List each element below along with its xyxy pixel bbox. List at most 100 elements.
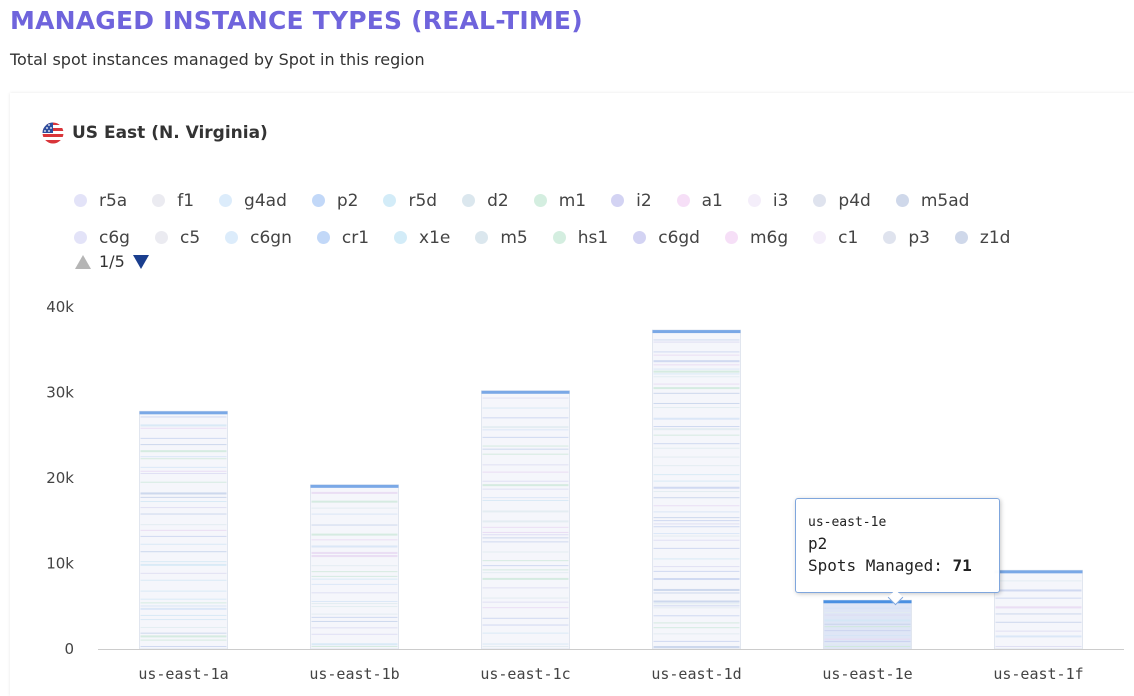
bar-segment-line: [653, 417, 740, 420]
bar-segment-line: [653, 360, 740, 363]
bar-segment-line: [482, 632, 569, 634]
bar-segment-line: [482, 624, 569, 626]
legend-row: c6g c5 c6gn cr1 x1e m5 hs1 c6gd m6g c1 p3 z1d: [74, 219, 1124, 256]
bar-segment-line: [482, 448, 569, 450]
legend-label: i2: [636, 190, 652, 211]
legend-swatch: [747, 194, 761, 207]
bar-segment-line: [824, 623, 911, 625]
bar-segment-line: [653, 640, 740, 642]
bar-segment-line: [653, 368, 740, 370]
legend-item-z1d[interactable]: z1d: [954, 227, 1011, 248]
bar-segment-line: [653, 354, 740, 356]
bar-segment-line: [140, 437, 227, 439]
legend-item-m1[interactable]: m1: [533, 191, 586, 211]
bar-segment-line: [140, 535, 227, 537]
bar-segment-line: [311, 533, 398, 536]
bar-segment-line: [482, 407, 569, 409]
legend-item-i2[interactable]: i2: [611, 191, 652, 211]
legend-item-m6g[interactable]: m6g: [724, 227, 789, 248]
bar-segment-line: [653, 605, 740, 607]
legend-item-c6g[interactable]: c6g: [74, 228, 130, 248]
legend-item-i3[interactable]: i3: [747, 191, 788, 211]
legend-item-f1[interactable]: f1: [152, 191, 194, 211]
legend-item-r5a[interactable]: r5a: [74, 191, 127, 211]
bar-segment-line: [653, 578, 740, 581]
bar-segment-line: [140, 543, 227, 545]
legend-label: m6g: [749, 227, 789, 248]
legend-item-c1[interactable]: c1: [813, 228, 858, 248]
bar-segment-line: [311, 613, 398, 615]
legend-label: f1: [177, 190, 195, 211]
legend-label: c6gd: [658, 227, 700, 248]
bar-segment-line: [653, 447, 740, 449]
legend-label: c6g: [99, 227, 130, 248]
bar-segment-line: [311, 524, 398, 526]
highlighted-segment[interactable]: [823, 600, 912, 604]
legend-row: r5a f1 g4ad p2 r5d d2 m1 i2 a1 i3 p4d m5ad: [74, 182, 1124, 219]
legend-item-cr1[interactable]: cr1: [316, 228, 369, 248]
legend-pager: 1/5: [74, 252, 150, 271]
bar-segment-line: [653, 341, 740, 343]
bar-us-east-1b[interactable]: [310, 484, 399, 650]
x-tick-label: us-east-1a: [138, 665, 228, 683]
bar-segment-line: [482, 464, 569, 466]
bar-segment-line: [653, 600, 740, 603]
x-tick-label: us-east-1f: [993, 665, 1083, 683]
bar-segment-line: [824, 626, 911, 628]
legend-label: c1: [838, 227, 859, 248]
bar-segment-line: [482, 417, 569, 419]
x-tick-label: us-east-1b: [309, 665, 399, 683]
x-tick-label: us-east-1c: [480, 665, 570, 683]
bar-top-segment[interactable]: [994, 570, 1083, 574]
legend-item-m5ad[interactable]: m5ad: [895, 191, 969, 211]
triangle-up-icon[interactable]: [74, 254, 92, 270]
legend-swatch: [676, 194, 690, 207]
bar-segment-line: [824, 630, 911, 632]
legend-item-a1[interactable]: a1: [676, 190, 723, 211]
triangle-down-icon[interactable]: [132, 254, 150, 270]
legend-item-c6gd[interactable]: c6gd: [633, 228, 700, 248]
legend-item-g4ad[interactable]: g4ad: [219, 191, 287, 211]
bar-segment-line: [653, 615, 740, 617]
bar-segment-line: [482, 426, 569, 429]
legend-swatch: [74, 231, 87, 244]
bar-us-east-1d[interactable]: [652, 329, 741, 650]
bar-segment-line: [140, 444, 227, 446]
legend-item-m5[interactable]: m5: [475, 228, 528, 248]
bar-us-east-1c[interactable]: [481, 390, 570, 650]
bar-top-segment[interactable]: [139, 411, 228, 415]
bar-segment-line: [311, 545, 398, 548]
bar-top-segment[interactable]: [481, 390, 570, 394]
y-tick-label: 0: [64, 640, 74, 658]
bar-segment-line: [482, 565, 569, 567]
legend-label: x1e: [419, 227, 451, 248]
bar-top-segment[interactable]: [310, 484, 399, 488]
legend-item-c5[interactable]: c5: [154, 228, 200, 248]
bar-segment-line: [653, 622, 740, 624]
bar-segment-line: [140, 590, 227, 592]
bar-segment-line: [653, 526, 740, 528]
bar-segment-line: [482, 534, 569, 536]
legend-item-d2[interactable]: d2: [462, 191, 509, 211]
legend-label: a1: [701, 190, 723, 211]
bar-top-segment[interactable]: [652, 330, 741, 334]
bar-segment-line: [653, 486, 740, 489]
legend-item-hs1[interactable]: hs1: [552, 228, 608, 248]
bar-segment-line: [824, 646, 911, 647]
legend-item-p3[interactable]: p3: [883, 228, 930, 248]
legend-swatch: [219, 194, 233, 207]
bar-segment-line: [482, 572, 569, 574]
bar-segment-line: [995, 606, 1082, 609]
legend-item-p4d[interactable]: p4d: [813, 191, 871, 211]
bar-segment-line: [653, 520, 740, 522]
legend-item-r5d[interactable]: r5d: [383, 191, 437, 211]
legend-label: p2: [336, 190, 359, 211]
legend-item-x1e[interactable]: x1e: [394, 228, 450, 248]
legend-label: z1d: [979, 227, 1011, 248]
region-name: US East (N. Virginia): [72, 123, 268, 143]
legend-item-p2[interactable]: p2: [311, 190, 359, 211]
bar-segment-line: [653, 603, 740, 605]
bar-segment-line: [311, 616, 398, 618]
legend-item-c6gn[interactable]: c6gn: [225, 228, 292, 248]
bar-segment-line: [140, 507, 227, 509]
